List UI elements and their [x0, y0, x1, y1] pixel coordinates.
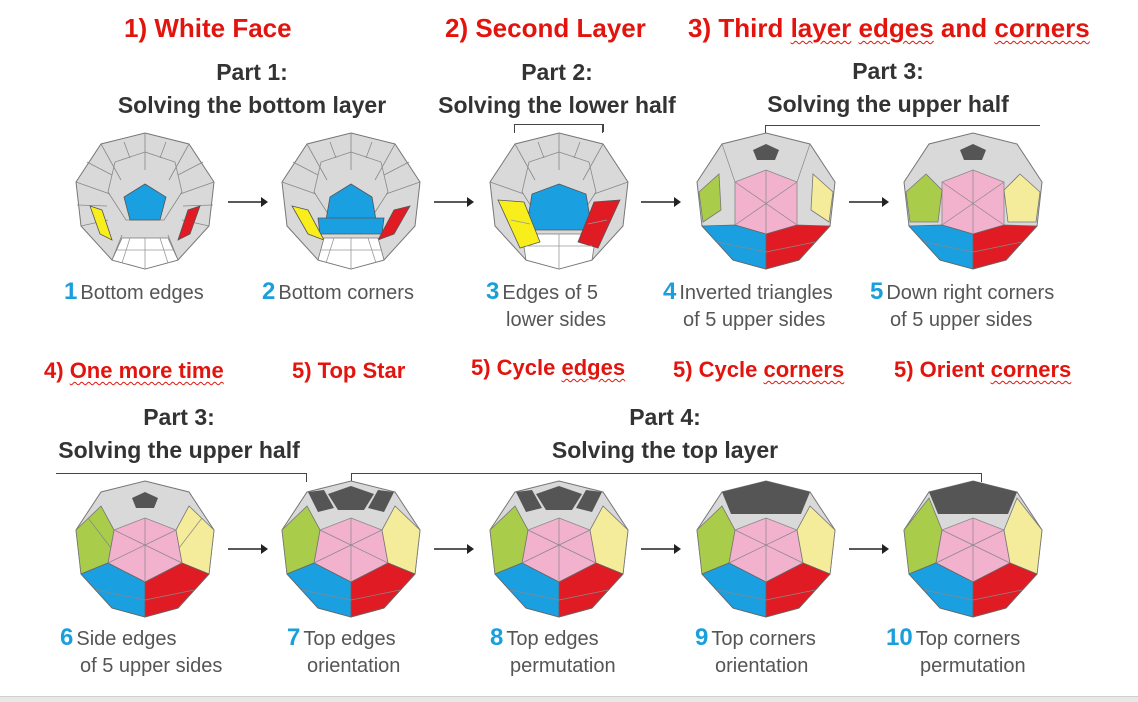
step-caption-8: 8 Top edges permutation	[490, 624, 616, 677]
megaminx-step-2	[281, 132, 421, 270]
heading-one-more-time: 4) One more time	[44, 358, 224, 383]
arrow-9-10	[849, 544, 889, 554]
part-3-heading: Part 3: Solving the upper half	[767, 58, 1009, 117]
heading-white-face: 1) White Face	[124, 13, 292, 43]
step-caption-6: 6 Side edges of 5 upper sides	[60, 624, 223, 677]
heading-second-layer: 2) Second Layer	[445, 13, 646, 43]
arrow-8-9	[641, 544, 681, 554]
arrow-1-2	[228, 197, 268, 207]
megaminx-step-8	[489, 480, 629, 618]
step-caption-4: 4 Inverted triangles of 5 upper sides	[663, 278, 833, 331]
arrow-7-8	[434, 544, 474, 554]
megaminx-step-4	[696, 132, 836, 270]
megaminx-step-7	[281, 480, 421, 618]
part-2-heading: Part 2: Solving the lower half	[438, 59, 676, 118]
heading-cycle-corners: 5) Cycle corners	[673, 357, 845, 382]
part-4-bracket	[351, 473, 982, 474]
part-3-bracket	[765, 125, 1040, 126]
window-bottom-edge	[0, 696, 1138, 702]
part-3-bracket-left	[765, 125, 766, 134]
part-4-bracket-left	[351, 473, 352, 482]
arrow-2-3	[434, 197, 474, 207]
megaminx-step-3	[489, 132, 629, 270]
part-3-repeat-bracket	[56, 473, 306, 474]
heading-third-layer: 3) Third layer edges and corners	[688, 13, 1090, 43]
step-caption-2: 2 Bottom corners	[262, 278, 414, 305]
megaminx-step-9	[696, 480, 836, 618]
arrow-3-4	[641, 197, 681, 207]
part-3-repeat-bracket-right	[306, 473, 307, 482]
step-caption-5: 5 Down right corners of 5 upper sides	[870, 278, 1055, 331]
part-2-bracket-right	[602, 124, 603, 133]
part-2-bracket-left	[514, 124, 515, 133]
step-caption-1: 1 Bottom edges	[64, 278, 204, 305]
part-3-heading-repeat: Part 3: Solving the upper half	[58, 404, 300, 463]
part-1-heading: Part 1: Solving the bottom layer	[117, 59, 387, 118]
megaminx-step-10	[903, 480, 1043, 618]
step-caption-9: 9 Top corners orientation	[695, 624, 816, 677]
step-caption-3: 3 Edges of 5 lower sides	[486, 278, 607, 331]
megaminx-step-5	[903, 132, 1043, 270]
step-caption-7: 7 Top edges orientation	[287, 624, 401, 677]
arrow-6-7	[228, 544, 268, 554]
part-4-heading: Part 4: Solving the top layer	[551, 404, 779, 463]
arrow-4-5	[849, 197, 889, 207]
step-caption-10: 10 Top corners permutation	[886, 624, 1026, 677]
heading-top-star: 5) Top Star	[292, 358, 406, 383]
heading-orient-corners: 5) Orient corners	[894, 357, 1072, 382]
heading-cycle-edges: 5) Cycle edges	[471, 355, 626, 380]
megaminx-step-1	[75, 132, 215, 270]
part-4-bracket-right	[981, 473, 982, 482]
megaminx-step-6	[75, 480, 215, 618]
